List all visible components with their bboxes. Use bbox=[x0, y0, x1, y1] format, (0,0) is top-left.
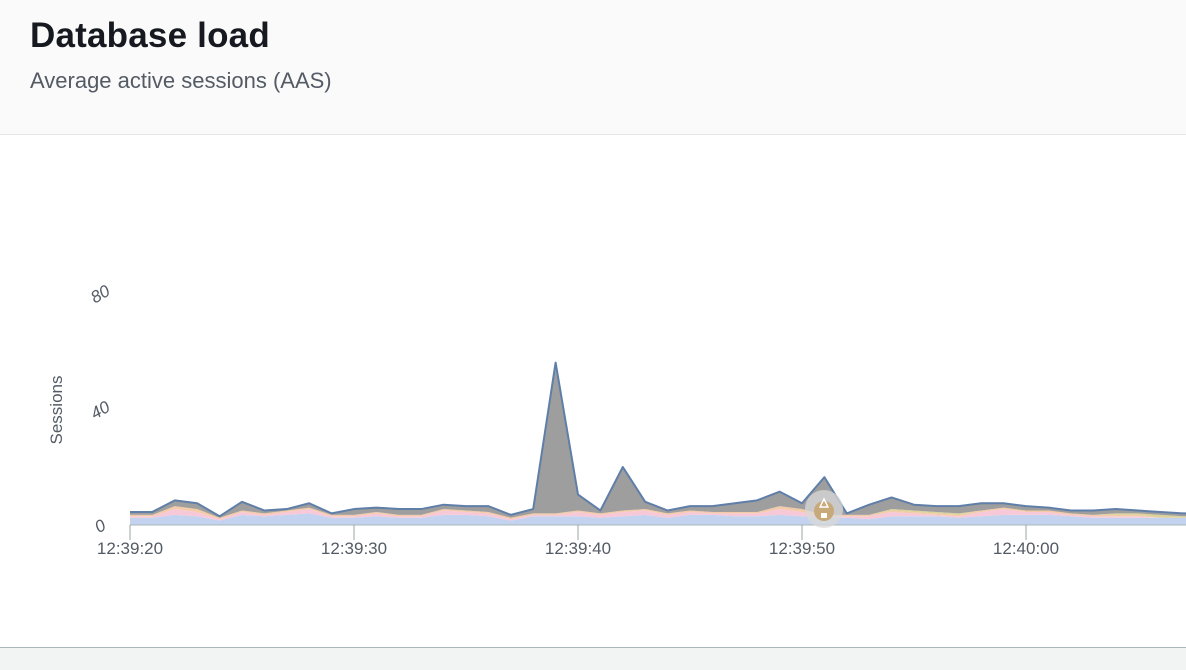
caret-up-icon bbox=[818, 497, 830, 508]
y-tick-label: 40 bbox=[87, 397, 113, 423]
hover-marker-dot bbox=[814, 501, 834, 521]
x-tick-label: 12:39:40 bbox=[545, 539, 611, 558]
y-axis-label: Sessions bbox=[47, 376, 66, 445]
series-area-4 bbox=[130, 362, 1186, 518]
x-tick-label: 12:39:20 bbox=[97, 539, 163, 558]
x-tick-label: 12:40:00 bbox=[993, 539, 1059, 558]
y-tick-label: 80 bbox=[87, 281, 113, 307]
series-area-2 bbox=[130, 506, 1186, 520]
database-load-chart[interactable]: 12:39:20 12:39:30 12:39:40 12:39:50 12:40:00… bbox=[0, 135, 1186, 646]
marker-square-icon bbox=[821, 513, 827, 518]
x-tick-label: 12:39:30 bbox=[321, 539, 387, 558]
hover-marker[interactable] bbox=[805, 490, 843, 528]
database-load-panel: Database load Average active sessions (A… bbox=[0, 0, 1186, 648]
panel-header: Database load Average active sessions (A… bbox=[0, 0, 1186, 135]
total-load-line bbox=[130, 361, 1186, 518]
x-tick-label: 12:39:50 bbox=[769, 539, 835, 558]
panel-subtitle: Average active sessions (AAS) bbox=[30, 68, 332, 93]
y-tick-label: 0 bbox=[91, 515, 109, 536]
chart-areas bbox=[130, 361, 1186, 525]
panel-title: Database load bbox=[30, 16, 270, 55]
series-area-1 bbox=[130, 509, 1186, 521]
